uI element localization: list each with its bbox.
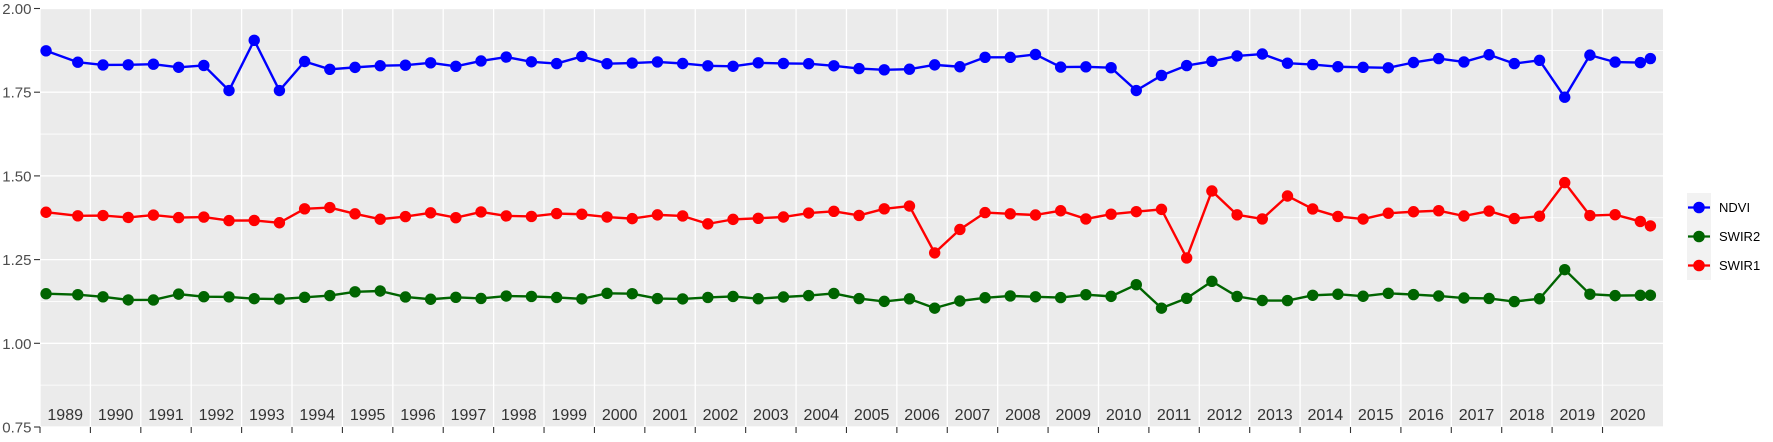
svg-text:2007: 2007	[955, 407, 991, 424]
svg-text:2016: 2016	[1408, 407, 1444, 424]
svg-text:1993: 1993	[249, 407, 285, 424]
svg-text:1998: 1998	[501, 407, 537, 424]
svg-text:1.50: 1.50	[2, 168, 31, 185]
svg-text:2005: 2005	[854, 407, 890, 424]
svg-text:2001: 2001	[652, 407, 688, 424]
svg-text:1.25: 1.25	[2, 252, 31, 269]
svg-text:2019: 2019	[1560, 407, 1596, 424]
svg-text:1999: 1999	[551, 407, 587, 424]
svg-text:1997: 1997	[451, 407, 487, 424]
svg-text:0.75: 0.75	[2, 420, 31, 437]
svg-text:2018: 2018	[1509, 407, 1545, 424]
svg-text:2015: 2015	[1358, 407, 1394, 424]
svg-text:1994: 1994	[299, 407, 335, 424]
svg-text:1990: 1990	[98, 407, 134, 424]
svg-text:2017: 2017	[1459, 407, 1495, 424]
svg-text:2002: 2002	[703, 407, 739, 424]
svg-text:1996: 1996	[400, 407, 436, 424]
svg-text:1989: 1989	[47, 407, 83, 424]
svg-text:2000: 2000	[602, 407, 638, 424]
svg-text:2010: 2010	[1106, 407, 1142, 424]
svg-text:1.00: 1.00	[2, 336, 31, 353]
svg-text:2008: 2008	[1005, 407, 1041, 424]
svg-text:2011: 2011	[1157, 407, 1192, 424]
svg-text:2020: 2020	[1610, 407, 1646, 424]
svg-text:2006: 2006	[904, 407, 940, 424]
svg-text:2013: 2013	[1257, 407, 1293, 424]
svg-text:2014: 2014	[1308, 407, 1344, 424]
svg-text:2012: 2012	[1207, 407, 1243, 424]
svg-text:2004: 2004	[803, 407, 839, 424]
svg-text:1.75: 1.75	[2, 85, 31, 102]
svg-text:2003: 2003	[753, 407, 789, 424]
svg-text:1991: 1991	[148, 407, 184, 424]
svg-text:2009: 2009	[1055, 407, 1091, 424]
svg-text:1995: 1995	[350, 407, 386, 424]
svg-text:2.00: 2.00	[2, 1, 31, 18]
svg-text:1992: 1992	[199, 407, 235, 424]
